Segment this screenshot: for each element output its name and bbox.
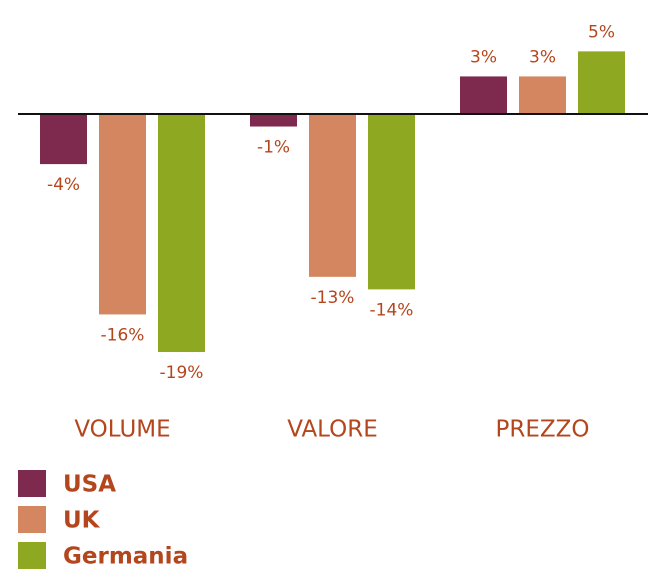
value-label: -1% [257,138,290,158]
bar [250,114,297,127]
legend-swatch [18,542,46,569]
value-label: 5% [588,22,615,42]
value-label: -4% [47,175,80,195]
value-label: -14% [370,300,414,320]
bar [578,51,625,114]
category-label: VOLUME [74,417,170,443]
category-label: PREZZO [496,417,590,443]
bar [40,114,87,165]
value-label: -19% [160,363,204,383]
legend-label: USA [63,472,116,498]
legend-swatch [18,470,46,497]
category-label: VALORE [287,417,378,443]
bar [519,76,566,114]
value-label: -13% [311,288,355,308]
legend-label: UK [63,508,101,534]
bar [158,114,205,352]
bar [368,114,415,290]
bar [309,114,356,277]
bar [460,76,507,114]
value-label: -16% [101,325,145,345]
value-label: 3% [470,47,497,67]
value-label: 3% [529,47,556,67]
bar [99,114,146,315]
legend-label: Germania [63,544,188,570]
legend-swatch [18,506,46,533]
